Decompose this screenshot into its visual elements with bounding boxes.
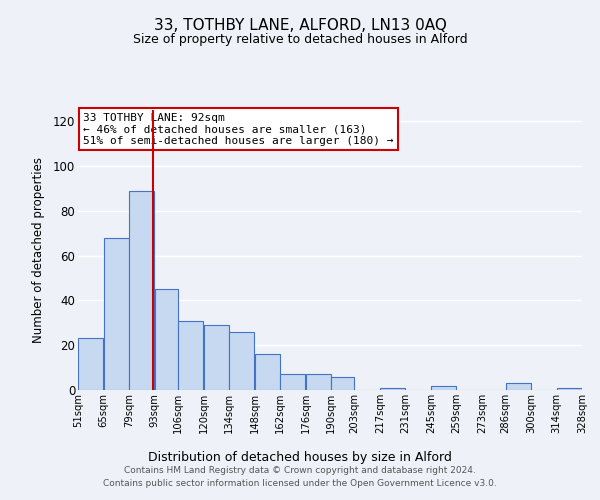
Bar [129, 190, 154, 390]
Bar [431, 386, 456, 390]
Bar [78, 338, 103, 390]
Bar [204, 325, 229, 390]
Bar [280, 374, 305, 390]
Bar [305, 374, 331, 390]
Bar [178, 320, 203, 390]
Bar [255, 354, 280, 390]
Bar [506, 384, 531, 390]
Bar [229, 332, 254, 390]
Bar [380, 388, 405, 390]
Text: Distribution of detached houses by size in Alford: Distribution of detached houses by size … [148, 451, 452, 464]
Text: 33 TOTHBY LANE: 92sqm
← 46% of detached houses are smaller (163)
51% of semi-det: 33 TOTHBY LANE: 92sqm ← 46% of detached … [83, 113, 394, 146]
Text: Size of property relative to detached houses in Alford: Size of property relative to detached ho… [133, 32, 467, 46]
Bar [104, 238, 128, 390]
Text: 33, TOTHBY LANE, ALFORD, LN13 0AQ: 33, TOTHBY LANE, ALFORD, LN13 0AQ [154, 18, 446, 32]
Y-axis label: Number of detached properties: Number of detached properties [32, 157, 44, 343]
Bar [155, 289, 178, 390]
Bar [331, 376, 355, 390]
Bar [557, 388, 582, 390]
Text: Contains HM Land Registry data © Crown copyright and database right 2024.
Contai: Contains HM Land Registry data © Crown c… [103, 466, 497, 487]
